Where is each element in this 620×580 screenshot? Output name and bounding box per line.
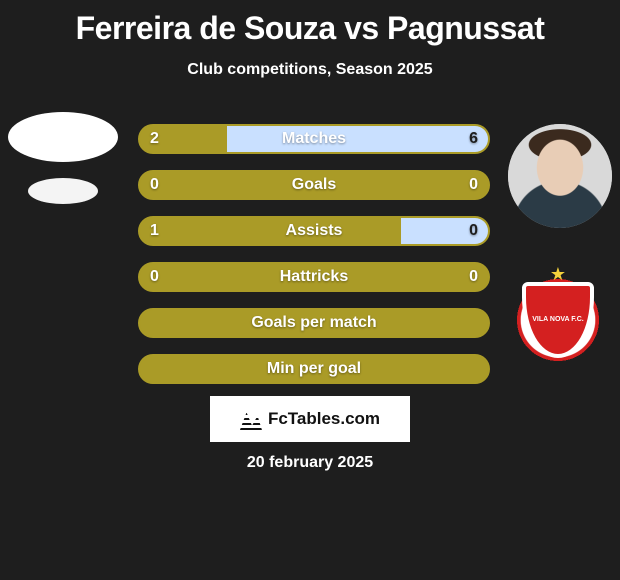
player-left-avatar xyxy=(8,112,118,162)
bar-value-right: 0 xyxy=(459,172,488,198)
player-right-club-logo: ★ VILA NOVA F.C. xyxy=(500,262,616,378)
player-right-avatar xyxy=(508,124,612,228)
bar-label: Goals per match xyxy=(140,310,488,336)
player-left-avatar-secondary xyxy=(28,178,98,204)
bar-label: Hattricks xyxy=(140,264,488,290)
compare-row: Assists1 0 xyxy=(138,216,490,246)
date-text: 20 february 2025 xyxy=(0,454,620,472)
club-logo-text: VILA NOVA F.C. xyxy=(532,316,583,324)
watermark-text: FcTables.com xyxy=(268,409,380,429)
shield-icon: VILA NOVA F.C. xyxy=(522,282,594,358)
bar-value-left: 2 xyxy=(140,126,169,152)
compare-row: Goals0 0 xyxy=(138,170,490,200)
fctables-logo-icon xyxy=(240,408,262,430)
bar-value-right: 0 xyxy=(459,218,488,244)
bar-value-left: 1 xyxy=(140,218,169,244)
bar-value-right: 0 xyxy=(459,264,488,290)
bar-label: Min per goal xyxy=(140,356,488,382)
bar-label: Goals xyxy=(140,172,488,198)
player-right-face xyxy=(508,124,612,228)
bar-label: Assists xyxy=(140,218,488,244)
compare-row: Min per goal xyxy=(138,354,490,384)
fctables-watermark[interactable]: FcTables.com xyxy=(210,396,410,442)
compare-row: Hattricks0 0 xyxy=(138,262,490,292)
bar-value-left: 0 xyxy=(140,264,169,290)
bar-label: Matches xyxy=(140,126,488,152)
compare-row: Matches2 6 xyxy=(138,124,490,154)
page-title: Ferreira de Souza vs Pagnussat xyxy=(0,0,620,47)
bar-value-left: 0 xyxy=(140,172,169,198)
subtitle: Club competitions, Season 2025 xyxy=(0,61,620,79)
compare-bars: Matches26Goals00Assists10Hattricks00Goal… xyxy=(138,124,490,400)
bar-value-right: 6 xyxy=(459,126,488,152)
compare-row: Goals per match xyxy=(138,308,490,338)
